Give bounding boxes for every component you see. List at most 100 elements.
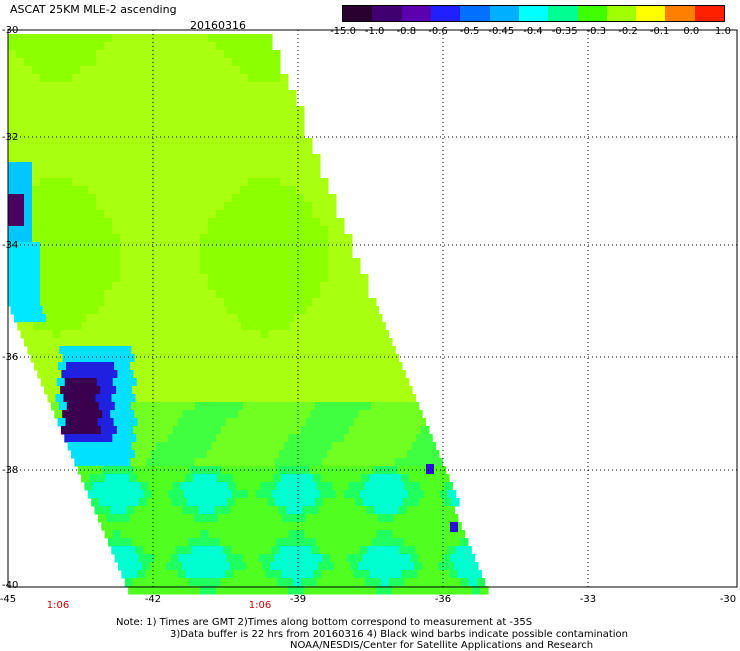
swath-cell [216,258,225,267]
swath-cell [192,34,201,43]
swath-cell [109,314,119,323]
swath-cell [192,434,201,443]
swath-cell [144,258,153,267]
swath-cell [256,66,265,75]
swath-cell [228,482,237,491]
swath-cell [200,202,209,211]
swath-cell [374,562,383,571]
swath-cell [264,378,274,387]
swath-cell [127,490,137,499]
swath-cell [348,482,357,491]
swath-cell [318,506,328,515]
swath-cell [80,82,89,91]
swath-cell [179,498,188,507]
swath-cell [311,394,320,403]
swath-cell [224,378,234,387]
swath-cell [264,266,273,275]
swath-cell [407,490,417,499]
swath-cell [153,322,162,331]
swath-cell [40,66,49,75]
swath-cell [280,170,289,179]
swath-cell [80,434,89,443]
swath-cell [146,402,156,411]
swath-cell [337,570,346,579]
swath-cell [258,458,267,467]
swath-cell [280,178,289,187]
swath-cell [335,338,345,347]
swath-cell [96,66,105,75]
swath-cell [312,378,322,387]
swath-cell [54,410,63,419]
swath-cell [300,330,310,339]
swath-cell [240,258,249,267]
swath-cell [88,274,97,283]
swath-cell [379,538,389,547]
swath-cell [328,242,337,251]
swath-cell [345,474,354,483]
swath-cell [16,250,25,259]
swath-cell [278,506,288,515]
swath-cell [128,242,137,251]
swath-cell [300,426,310,435]
swath-cell [304,162,313,171]
swath-cell [120,282,129,291]
swath-cell [286,410,295,419]
swath-cell [40,50,49,59]
swath-cell [80,122,89,131]
swath-cell [172,386,181,395]
swath-cell [303,338,313,347]
swath-cell [282,458,291,467]
swath-cell [96,194,105,203]
swath-cell [293,522,302,531]
swath-cell [142,506,152,515]
swath-cell [232,130,241,139]
swath-cell [128,146,137,155]
swath-cell [267,498,276,507]
swath-cell [391,546,400,555]
swath-cell [263,490,273,499]
swath-cell [448,586,457,595]
swath-cell [434,554,444,563]
swath-cell [171,538,181,547]
swath-cell [367,450,376,459]
swath-cell [338,306,348,315]
swath-cell [32,170,41,179]
swath-cell [272,138,281,147]
swath-cell [120,250,129,259]
swath-cell [240,58,249,67]
swath-cell [128,178,137,187]
swath-cell [192,50,201,59]
swath-cell [169,570,178,579]
swath-cell [309,522,318,531]
swath-cell [248,586,257,595]
swath-cell [256,58,265,67]
swath-cell [338,402,348,411]
swath-cell [217,474,226,483]
swath-cell [276,578,286,587]
swath-cell [250,402,260,411]
swath-cell [152,90,161,99]
swath-cell [224,266,233,275]
swath-cell [206,506,216,515]
swath-cell [160,586,169,595]
swath-cell [224,434,233,443]
swath-cell [359,490,369,499]
colorbar-segment [518,6,549,21]
swath-cell [104,106,113,115]
swath-cell [390,354,400,363]
swath-cell [94,354,104,363]
swath-cell [376,586,385,595]
swath-cell [232,218,241,227]
swath-cell [296,298,305,307]
swath-cell [285,466,295,475]
swath-cell [101,522,110,531]
swath-cell [314,306,324,315]
swath-cell [361,418,371,427]
swath-cell [401,418,411,427]
swath-cell [248,74,257,83]
swath-cell [355,442,365,451]
swath-cell [40,98,49,107]
swath-cell [216,34,225,43]
swath-cell [64,66,73,75]
swath-cell [216,50,225,59]
